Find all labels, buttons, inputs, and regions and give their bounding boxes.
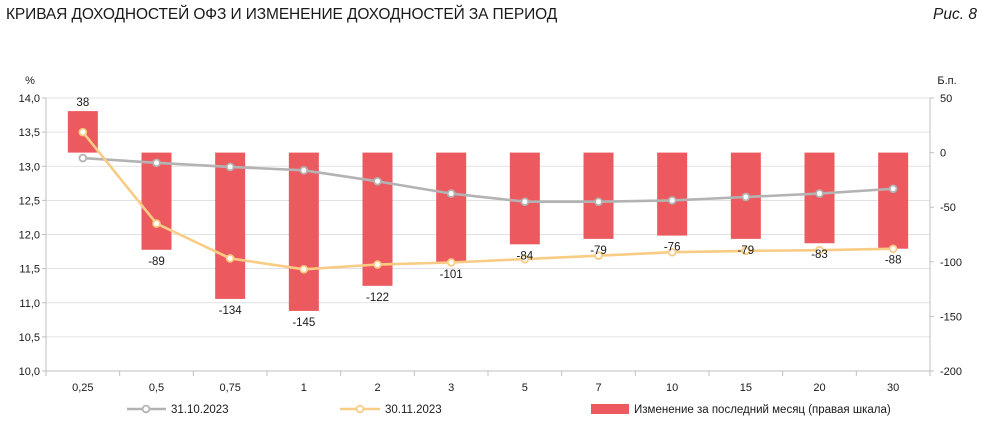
right-axis-tick-label: -150 — [940, 311, 962, 323]
point-3011 — [78, 127, 88, 137]
point-3011 — [299, 265, 309, 274]
point-3011 — [446, 258, 456, 267]
point-3011 — [225, 254, 235, 263]
point-3011 — [741, 246, 751, 256]
bar-data-label: -83 — [811, 249, 828, 261]
point-3110 — [225, 162, 235, 172]
bar-data-label: -79 — [738, 245, 755, 257]
bar-change — [804, 152, 835, 244]
point-3110 — [373, 176, 382, 186]
bar-data-label: -101 — [440, 269, 463, 281]
x-axis-tick-label: 3 — [448, 382, 454, 394]
x-axis-tick-label: 5 — [522, 382, 528, 394]
point-3110 — [520, 197, 530, 207]
left-axis-tick-label: 10,0 — [19, 366, 40, 378]
point-3110 — [594, 197, 603, 207]
line-series-3011 — [81, 131, 894, 271]
point-3110 — [78, 153, 88, 163]
left-axis-tick-label: 13,5 — [19, 127, 40, 139]
x-axis-tick-label: 30 — [887, 382, 899, 394]
left-axis-tick-label: 11,0 — [19, 298, 40, 310]
bar-change — [288, 152, 319, 311]
legend-label-3110: 31.10.2023 — [171, 404, 229, 416]
x-axis-tick-label: 1 — [301, 382, 307, 394]
point-3011 — [520, 254, 530, 264]
left-axis-tick-label: 14,0 — [19, 93, 40, 105]
legend-label-3011: 30.11.2023 — [385, 404, 442, 416]
point-3011 — [152, 219, 161, 228]
point-3110 — [446, 189, 456, 198]
right-axis-tick-label: -50 — [940, 202, 956, 214]
point-3110 — [152, 158, 161, 168]
chart-title: КРИВАЯ ДОХОДНОСТЕЙ ОФЗ И ИЗМЕНЕНИЕ ДОХОД… — [6, 6, 558, 23]
bar-change — [583, 152, 614, 239]
bar-data-label: -89 — [148, 256, 165, 268]
bar-data-label: -145 — [292, 317, 315, 329]
point-3110 — [299, 166, 309, 175]
point-3011 — [373, 260, 382, 269]
bar-data-label: -122 — [366, 292, 389, 304]
left-axis-tick-label: 10,5 — [19, 332, 40, 344]
x-axis-tick-label: 2 — [374, 382, 380, 394]
bar-data-label: 38 — [76, 97, 89, 109]
left-axis-tick-label: 11,5 — [19, 264, 40, 276]
point-3110 — [815, 189, 824, 198]
legend-marker-3011 — [355, 404, 365, 414]
left-axis-tick-label: 12,5 — [19, 195, 40, 207]
right-axis-tick-label: -200 — [940, 366, 962, 378]
bar-change — [657, 152, 688, 236]
figure-label: Рис. 8 — [933, 6, 977, 23]
x-axis-tick-label: 20 — [813, 382, 825, 394]
x-axis-tick-label: 0,5 — [149, 382, 164, 394]
point-3110 — [888, 184, 898, 194]
bar-data-label: -84 — [517, 250, 534, 262]
right-axis-unit: Б.п. — [937, 75, 956, 87]
bar-data-label: -88 — [885, 255, 902, 267]
right-axis-tick-label: 50 — [940, 93, 952, 105]
bar-data-label: -76 — [664, 242, 681, 254]
legend-marker-3110 — [141, 404, 151, 414]
point-3011 — [888, 244, 898, 254]
bar-change — [215, 152, 246, 299]
bar-data-label: -79 — [590, 245, 607, 257]
x-axis-tick-label: 0,75 — [219, 382, 240, 394]
point-3011 — [667, 247, 677, 257]
right-axis-tick-label: 0 — [940, 148, 946, 160]
bar-change — [141, 152, 172, 250]
left-axis-tick-label: 12,0 — [19, 230, 40, 242]
bar-change — [878, 152, 909, 249]
point-3110 — [741, 192, 751, 202]
x-axis-tick-label: 7 — [595, 382, 601, 394]
bar-data-label: -134 — [219, 305, 243, 317]
left-axis-tick-label: 13,0 — [19, 161, 40, 173]
right-axis-tick-label: -100 — [940, 257, 962, 269]
bar-change — [436, 152, 467, 263]
left-axis-unit: % — [25, 75, 35, 87]
x-axis-tick-label: 0,25 — [72, 382, 93, 394]
line-series-3110 — [82, 156, 894, 203]
point-3011 — [594, 251, 603, 260]
x-axis-tick-label: 15 — [740, 382, 752, 394]
legend-label-bar: Изменение за последний месяц (правая шка… — [634, 404, 891, 416]
point-3110 — [667, 196, 677, 205]
point-3011 — [815, 245, 824, 255]
legend-swatch-bar — [591, 404, 629, 414]
x-axis-tick-label: 10 — [666, 382, 678, 394]
